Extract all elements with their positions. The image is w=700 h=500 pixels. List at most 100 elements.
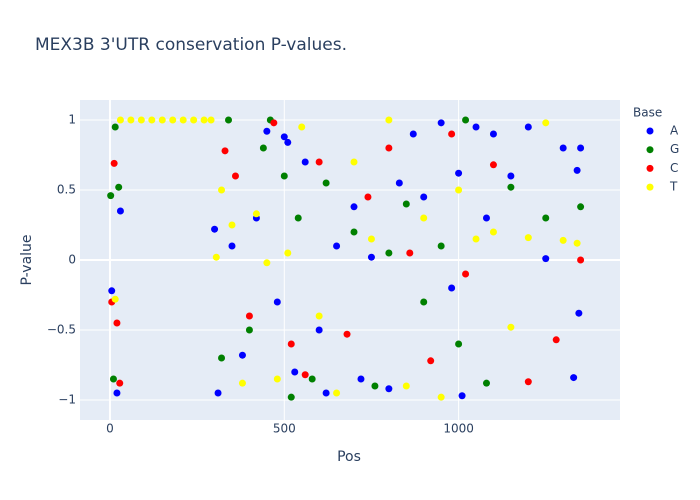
point	[200, 116, 208, 124]
y-tick-label: 0	[68, 253, 76, 267]
point	[542, 255, 550, 263]
x-tick-label: 0	[106, 422, 114, 436]
point	[214, 389, 222, 397]
point	[420, 298, 428, 306]
point	[542, 214, 550, 222]
point	[212, 253, 220, 261]
x-axis-title: Pos	[337, 449, 361, 465]
point	[350, 158, 358, 166]
point	[367, 253, 375, 261]
point	[437, 393, 445, 401]
point	[559, 144, 567, 152]
point	[259, 144, 267, 152]
y-tick-label: 1	[68, 113, 76, 127]
point	[437, 119, 445, 127]
point	[524, 123, 532, 131]
legend-label: G	[670, 142, 679, 156]
point	[137, 116, 145, 124]
point	[148, 116, 156, 124]
legend-label: T	[669, 180, 678, 194]
point	[542, 119, 550, 127]
point	[116, 207, 124, 215]
legend-marker	[646, 146, 654, 154]
point	[301, 158, 309, 166]
point	[575, 309, 583, 317]
point	[270, 119, 278, 127]
point	[409, 130, 417, 138]
point	[570, 374, 578, 382]
point	[385, 385, 393, 393]
point	[127, 116, 135, 124]
point	[462, 116, 470, 124]
point	[507, 323, 515, 331]
point	[245, 312, 253, 320]
point	[110, 159, 118, 167]
point	[221, 147, 229, 155]
point	[577, 203, 585, 211]
point	[116, 379, 124, 387]
point	[308, 375, 316, 383]
point	[462, 270, 470, 278]
legend-title: Base	[633, 106, 662, 120]
point	[190, 116, 198, 124]
legend-marker	[646, 127, 654, 135]
point	[507, 183, 515, 191]
point	[218, 186, 226, 194]
point	[284, 138, 292, 146]
point	[109, 375, 117, 383]
point	[395, 179, 403, 187]
point	[455, 169, 463, 177]
point	[287, 393, 295, 401]
y-tick-label: −1	[58, 392, 76, 406]
point	[291, 368, 299, 376]
point	[315, 158, 323, 166]
point	[448, 130, 456, 138]
y-tick-label: 0.5	[57, 183, 76, 197]
point	[111, 123, 119, 131]
legend-label: C	[670, 161, 678, 175]
point	[273, 298, 281, 306]
point	[263, 127, 271, 135]
point	[455, 186, 463, 194]
point	[458, 392, 466, 400]
chart-title: MEX3B 3'UTR conservation P-values.	[35, 35, 347, 55]
point	[343, 330, 351, 338]
point	[211, 225, 219, 233]
point	[218, 354, 226, 362]
point	[371, 382, 379, 390]
point	[169, 116, 177, 124]
point	[287, 340, 295, 348]
point	[333, 389, 341, 397]
point	[228, 221, 236, 229]
point	[252, 210, 260, 218]
point	[482, 214, 490, 222]
y-tick-label: −0.5	[47, 322, 76, 336]
point	[231, 172, 239, 180]
x-tick-label: 1000	[443, 422, 474, 436]
point	[367, 235, 375, 243]
point	[402, 382, 410, 390]
point	[298, 123, 306, 131]
point	[385, 249, 393, 257]
y-axis-title: P-value	[19, 234, 35, 285]
point	[507, 172, 515, 180]
point	[427, 357, 435, 365]
point	[406, 249, 414, 257]
point	[455, 340, 463, 348]
point	[322, 179, 330, 187]
legend-marker	[646, 164, 654, 172]
point	[420, 193, 428, 201]
point	[482, 379, 490, 387]
point	[437, 242, 445, 250]
point	[108, 287, 116, 295]
point	[245, 326, 253, 334]
point	[472, 235, 480, 243]
point	[294, 214, 302, 222]
point	[364, 193, 372, 201]
point	[113, 389, 121, 397]
point	[113, 319, 121, 327]
point	[524, 378, 532, 386]
point	[385, 144, 393, 152]
x-tick-label: 500	[273, 422, 296, 436]
point	[111, 295, 119, 303]
